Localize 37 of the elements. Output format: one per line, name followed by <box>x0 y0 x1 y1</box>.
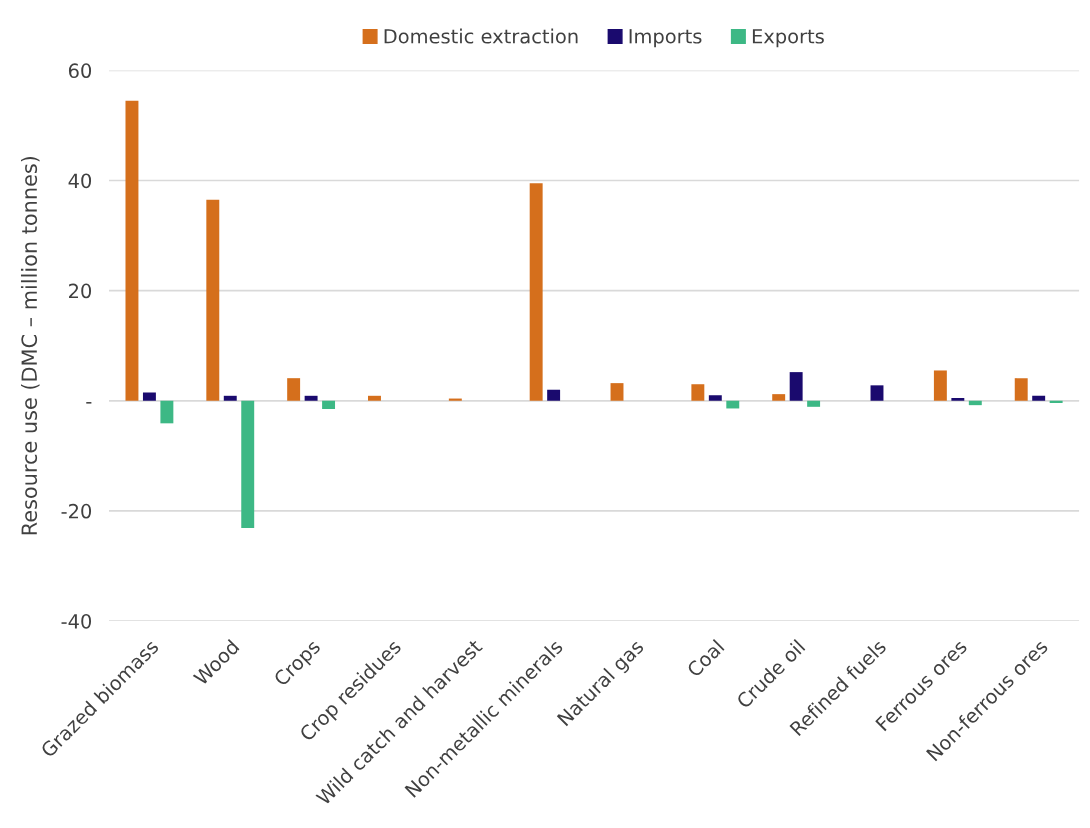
bar <box>691 384 705 401</box>
bar <box>206 199 220 401</box>
bar <box>287 378 301 401</box>
y-tick-label: 40 <box>68 173 92 189</box>
bar <box>368 395 381 401</box>
bar <box>968 400 982 406</box>
bar <box>1014 378 1028 401</box>
y-tick-label: - <box>86 402 92 404</box>
bar <box>726 400 740 409</box>
bar <box>547 389 561 401</box>
y-tick-label: 60 <box>68 63 92 79</box>
bar <box>448 398 462 401</box>
bar <box>789 372 803 401</box>
y-tick-label: 20 <box>69 283 92 299</box>
y-tick-label: -40 <box>61 613 92 629</box>
y-axis-title: Resource use (DMC – million tonnes) <box>20 156 40 535</box>
bar <box>1049 400 1063 403</box>
bar <box>223 395 237 401</box>
bar <box>241 400 255 528</box>
bar <box>160 400 174 424</box>
legend-label: Exports <box>752 29 824 48</box>
bar <box>529 183 543 401</box>
bar <box>933 370 947 401</box>
bar <box>807 400 821 407</box>
bar <box>708 395 722 401</box>
bar <box>951 398 965 401</box>
legend-label: Imports <box>629 29 702 48</box>
bar <box>610 383 624 401</box>
bar <box>304 395 318 401</box>
bar <box>1032 395 1046 401</box>
bar <box>870 385 884 401</box>
bar <box>125 100 139 401</box>
legend-label: Domestic extraction <box>384 28 578 44</box>
y-tick-label: -20 <box>61 503 92 519</box>
bar <box>142 392 156 401</box>
bar <box>772 394 786 401</box>
bar <box>322 400 336 410</box>
